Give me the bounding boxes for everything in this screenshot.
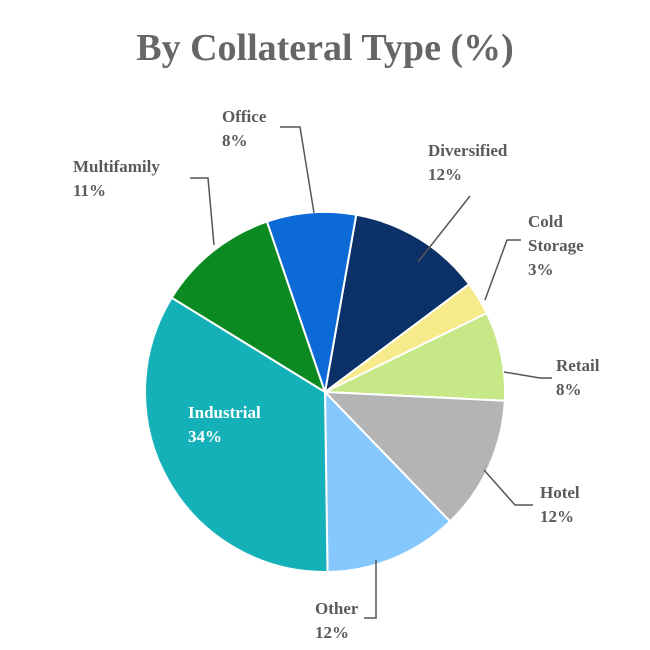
leader-line [364,560,377,619]
pie-slice [322,390,506,523]
value-label: 8% [222,131,248,150]
leader-line [483,469,533,506]
category-label: Cold Storage [528,212,584,255]
chart-title: By Collateral Type (%) [136,27,514,69]
pie-slice [324,311,506,402]
pie-slice [170,220,327,395]
category-label: Industrial [188,403,261,422]
category-label-part: Cold [528,212,564,231]
category-label: Hotel [540,483,580,502]
leader-line [280,126,315,214]
category-label: Other [315,599,359,618]
value-label: 12% [428,165,462,184]
value-label: 34% [188,427,222,446]
leader-line [417,195,471,263]
category-label: Retail [556,356,600,375]
leader-lines [190,126,552,619]
value-label: 12% [540,507,574,526]
leader-line [503,371,552,379]
leader-line [484,239,521,301]
value-label: 11% [73,181,106,200]
category-label: Office [222,107,267,126]
category-label: Diversified [428,141,508,160]
pie-slice [265,211,358,393]
pie-slice [323,213,471,395]
category-label: Multifamily [73,157,160,176]
value-label: 3% [528,260,554,279]
value-label: 12% [315,623,349,642]
leader-line [190,177,215,246]
category-label-part: Storage [528,236,584,255]
pie [144,211,506,573]
pie-slice [323,389,452,573]
value-label: 8% [556,380,582,399]
